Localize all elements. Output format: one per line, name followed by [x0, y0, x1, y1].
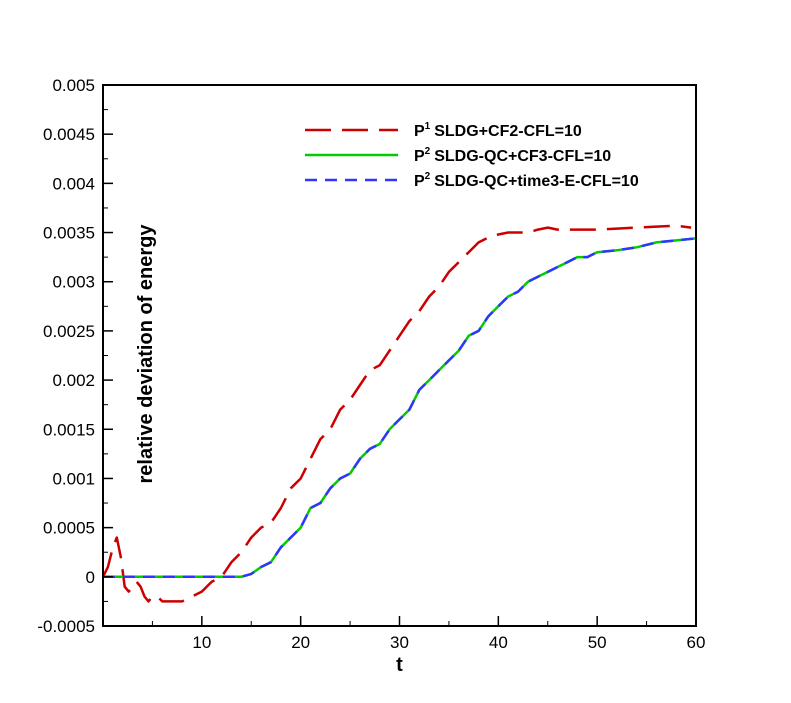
series-layer: [101, 224, 697, 603]
x-axis-label: t: [396, 654, 403, 676]
y-tick-label: 0.0015: [43, 420, 95, 439]
x-tick-label: 60: [687, 633, 706, 652]
legend-label-2: P2 SLDG-QC+CF3-CFL=10: [414, 146, 611, 165]
legend-label-3: P2 SLDG-QC+time3-E-CFL=10: [414, 171, 639, 190]
legend-label-1: P1 SLDG+CF2-CFL=10: [414, 121, 582, 140]
y-tick-label: 0.003: [52, 273, 95, 292]
series-line-3: [103, 237, 697, 579]
series-line-1: [101, 224, 692, 603]
x-tick-label: 10: [192, 633, 211, 652]
y-tick-label: 0.002: [52, 371, 95, 390]
y-axis-label: relative deviation of energy: [135, 224, 157, 484]
y-tick-label: 0.0025: [43, 322, 95, 341]
y-tick-label: 0.004: [52, 174, 95, 193]
y-tick-label: 0.0005: [43, 519, 95, 538]
y-tick-label: 0: [86, 568, 95, 587]
y-tick-label: 0.0035: [43, 224, 95, 243]
x-tick-label: 30: [390, 633, 409, 652]
x-tick-label: 50: [588, 633, 607, 652]
y-tick-label: 0.001: [52, 469, 95, 488]
y-tick-label: 0.005: [52, 76, 95, 95]
ticks-layer: 10 20 30 40 50 60 -0.0005 0 0.0005 0.001 0.0015 0.0…: [37, 76, 705, 652]
series-line-2: [103, 237, 697, 579]
legend: P1 SLDG+CF2-CFL=10 P2 SLDG-QC+CF3-CFL=10 P2 S…: [305, 121, 639, 190]
x-tick-label: 40: [489, 633, 508, 652]
y-tick-label: 0.0045: [43, 125, 95, 144]
plot-frame: [102, 84, 697, 627]
y-tick-label: -0.0005: [37, 617, 95, 636]
x-tick-label: 20: [291, 633, 310, 652]
